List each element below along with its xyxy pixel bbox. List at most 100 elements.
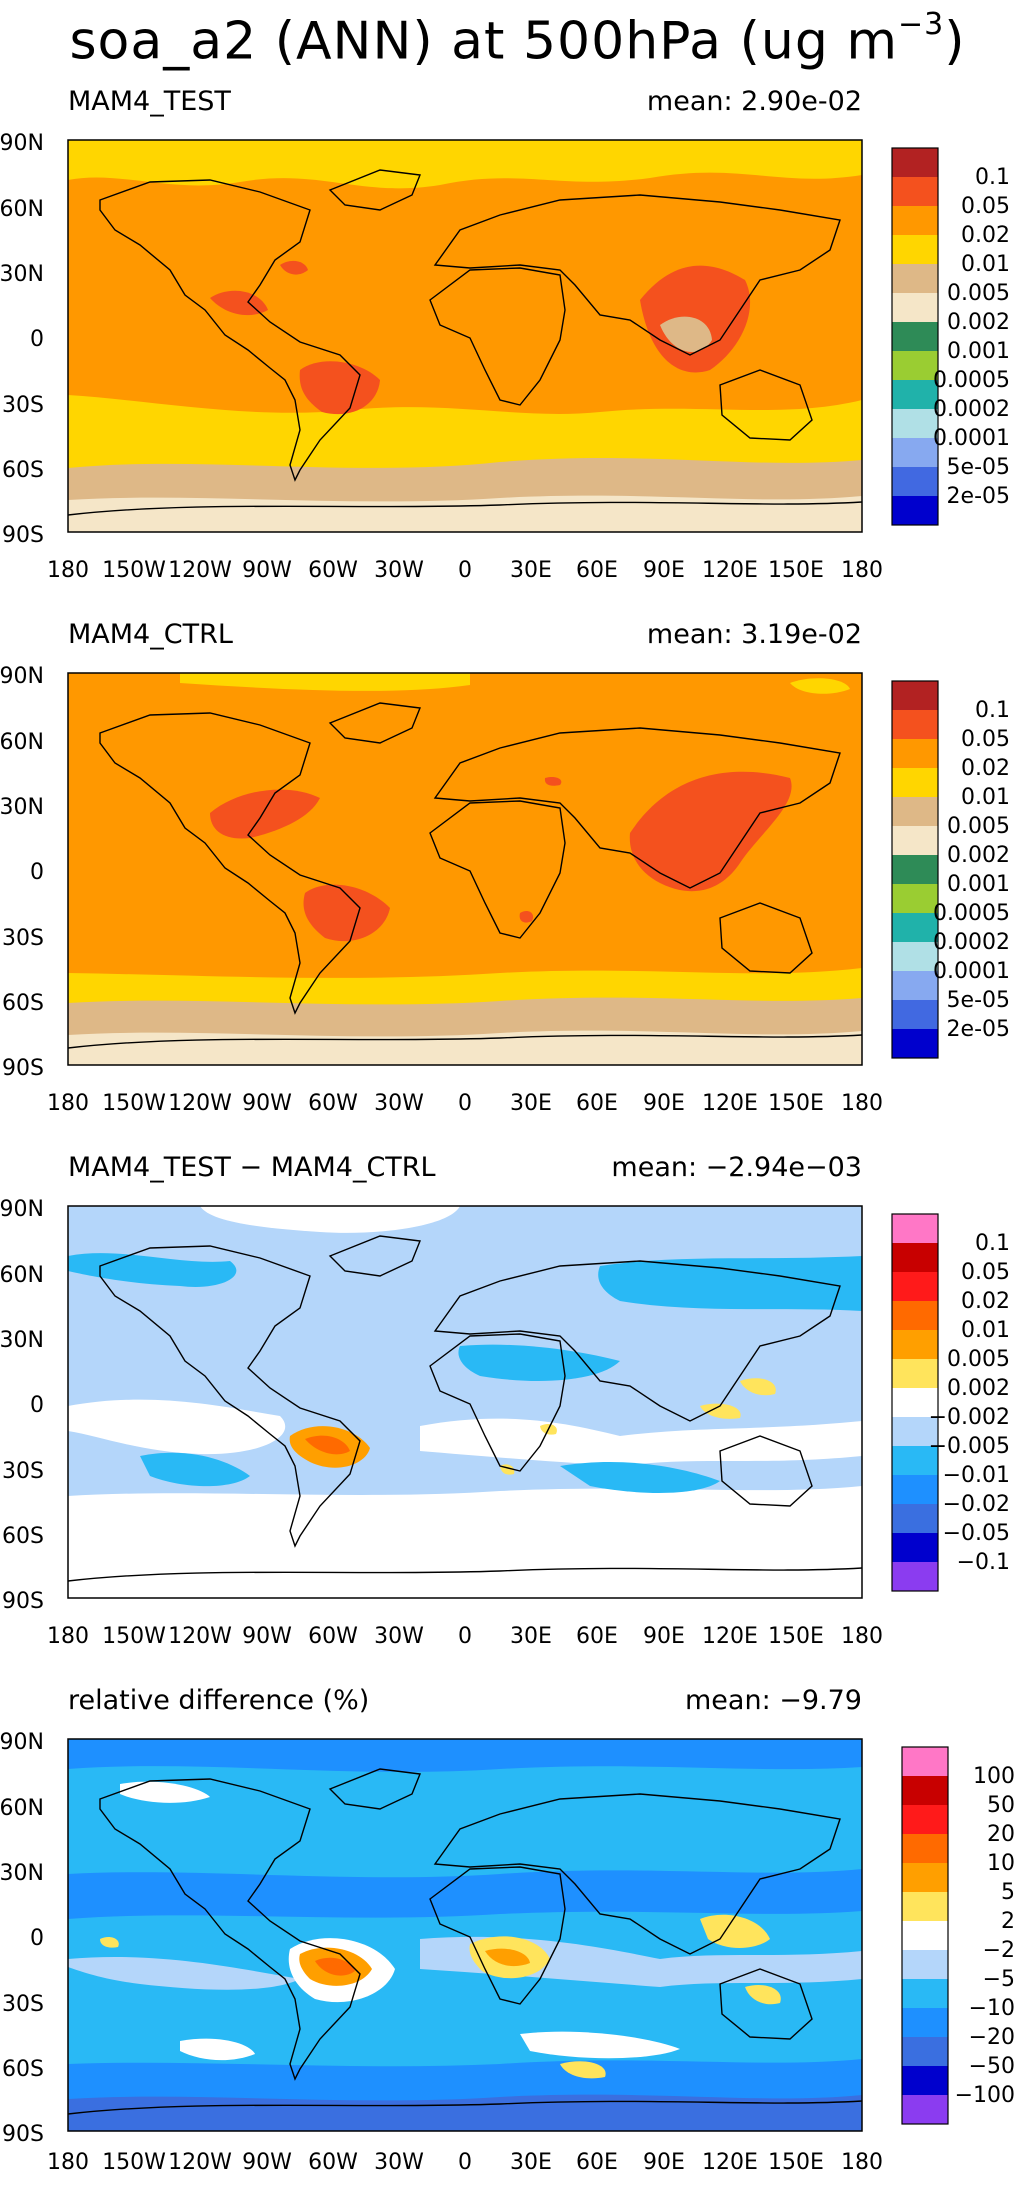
lat-tick-label: 30N [0,1328,44,1353]
lon-tick-label: 90W [242,558,292,583]
figure-title: soa_a2 (ANN) at 500hPa (ug m−3) [0,0,1035,72]
colorbar-swatch [892,1417,938,1446]
colorbar-swatch [892,351,938,380]
lon-tick-label: 90W [242,2150,292,2175]
lon-tick-label: 30E [510,1624,552,1649]
colorbar-swatch [902,1950,948,1979]
colorbar-swatch [892,1504,938,1533]
lon-tick-label: 0 [458,1091,472,1116]
lat-tick-label: 90S [2,1056,44,1081]
colorbar-level-label: 0.01 [961,1318,1010,1343]
colorbar: 0.1 0.05 0.02 0.01 0.005 0.002 0.001 0.0… [891,147,1010,526]
colorbar-swatch [892,380,938,409]
colorbar-level-label: 0.05 [961,727,1010,752]
lon-tick-label: 120W [168,1624,232,1649]
colorbar-swatch [892,797,938,826]
lat-tick-label: 60N [0,730,44,755]
lon-tick-label: 180 [47,1091,89,1116]
colorbar-swatch [902,1776,948,1805]
colorbar-swatch [902,2008,948,2037]
colorbar-level-label: 10 [987,1851,1015,1876]
colorbar-level-label: 0.01 [961,252,1010,277]
colorbar-swatch [892,1533,938,1562]
colorbar-level-label: 5e-05 [947,455,1010,480]
colorbar-level-label: 0.005 [947,1347,1010,1372]
colorbar-swatch [892,1562,938,1591]
lon-tick-label: 150W [102,1091,166,1116]
lon-tick-label: 60E [576,2150,618,2175]
colorbar-level-label: 0.005 [947,814,1010,839]
coastlines [68,1235,862,1582]
panel-title-right: mean: 3.19e-02 [647,619,862,650]
map-frame [67,139,863,533]
colorbar-level-label: 0.02 [961,1289,1010,1314]
colorbar-swatch [902,2066,948,2095]
lat-tick-label: 90S [2,2122,44,2147]
colorbar-level-label: 0.002 [947,1376,1010,1401]
colorbar-swatch [892,913,938,942]
colorbar-swatch [892,1301,938,1330]
colorbar-swatch [892,148,938,177]
lat-axis: 90N 60N 30N 0 30S 60S 90S [0,1197,44,1614]
lon-tick-label: 30E [510,2150,552,2175]
lat-tick-label: 30S [2,926,44,951]
lat-tick-label: 30N [0,795,44,820]
lon-axis: 180 150W 120W 90W 60W 30W 0 30E 60E 90E … [47,558,883,583]
colorbar-swatch [892,884,938,913]
lon-tick-label: 150E [768,1624,824,1649]
colorbar-swatch [902,2037,948,2066]
lat-tick-label: 60S [2,2057,44,2082]
colorbar-swatch [902,1834,948,1863]
map-panel-diff: MAM4_TEST − MAM4_CTRL mean: −2.94e−03 [0,1136,1035,1666]
colorbar: 100 50 20 10 5 2 −2 −5 −10 −20 −50 −100 [901,1746,1015,2125]
colorbar-level-label: 0.002 [947,310,1010,335]
map-frame [67,1738,863,2132]
lon-tick-label: 180 [47,2150,89,2175]
colorbar-level-label: −10 [969,1996,1015,2021]
colorbar-level-label: 20 [987,1822,1015,1847]
panel-title-left: relative difference (%) [68,1685,369,1716]
colorbar-swatch [892,496,938,525]
colorbar-swatch [892,1243,938,1272]
lon-axis: 180 150W 120W 90W 60W 30W 0 30E 60E 90E … [47,1624,883,1649]
colorbar-swatch [892,1214,938,1243]
map-panel-ctrl-svg: MAM4_CTRL mean: 3.19e-02 90N 6 [0,619,1010,1116]
lon-tick-label: 90E [643,1091,685,1116]
lon-tick-label: 120E [702,1624,758,1649]
lon-tick-label: 90W [242,1091,292,1116]
lat-axis: 90N 60N 30N 0 30S 60S 90S [0,131,44,548]
colorbar-swatch [892,971,938,1000]
colorbar-level-label: −5 [983,1967,1015,1992]
figure-title-text: soa_a2 (ANN) at 500hPa (ug m [69,11,899,72]
lon-axis: 180 150W 120W 90W 60W 30W 0 30E 60E 90E … [47,1091,883,1116]
map-panel-rel: relative difference (%) mean: −9.79 [0,1669,1035,2199]
lon-tick-label: 120E [702,1091,758,1116]
colorbar-swatch [892,681,938,710]
lat-tick-label: 30S [2,1459,44,1484]
colorbar-swatch [892,826,938,855]
lon-tick-label: 30W [374,558,424,583]
colorbar-level-label: 100 [973,1764,1015,1789]
lon-tick-label: 0 [458,558,472,583]
lon-tick-label: 120W [168,1091,232,1116]
colorbar-level-label: 50 [987,1793,1015,1818]
colorbar-swatch [892,177,938,206]
colorbar-level-label: −20 [969,2025,1015,2050]
colorbar-swatch [892,322,938,351]
lat-tick-label: 60N [0,197,44,222]
lat-tick-label: 90N [0,1197,44,1222]
lon-tick-label: 180 [841,1091,883,1116]
lon-tick-label: 150W [102,2150,166,2175]
colorbar-level-label: 0.05 [961,194,1010,219]
colorbar-swatch [892,942,938,971]
colorbar-level-label: 0.1 [975,698,1010,723]
lat-tick-label: 60S [2,991,44,1016]
colorbar-level-label: 2 [1001,1909,1015,1934]
lon-tick-label: 120W [168,558,232,583]
colorbar-level-label: −0.1 [957,1550,1010,1575]
lon-tick-label: 150W [102,1624,166,1649]
lat-tick-label: 60N [0,1796,44,1821]
colorbar-swatch [892,438,938,467]
lat-tick-label: 90S [2,1589,44,1614]
panel-title-right: mean: −9.79 [685,1685,862,1716]
